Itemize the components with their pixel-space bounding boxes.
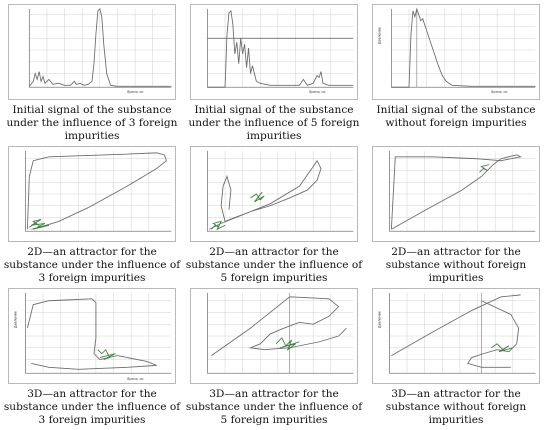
- attractor-cluster: [211, 191, 265, 231]
- attractor-3d-plot-3: Давление: [378, 292, 536, 374]
- axes: [389, 292, 536, 374]
- caption-3d-attractor-5-impurities: 3D—an attractor for the substance under …: [185, 388, 363, 426]
- axes: [207, 150, 354, 232]
- panel-3d-attractor-3-impurities: Давление Время, мс 3D—an attractor for t…: [4, 288, 180, 430]
- caption-initial-signal-3-impurities: Initial signal of the substance under th…: [6, 104, 178, 142]
- panel-3d-attractor-5-impurities: 3D—an attractor for the substance under …: [186, 288, 362, 430]
- trajectory-line: [26, 152, 167, 230]
- plot-initial-signal-no-impurities: Давление Время, мс: [372, 4, 540, 100]
- attractor-2d-plot-3: [389, 150, 536, 232]
- panel-2d-attractor-no-impurities: 2D—an attractor for the substance withou…: [372, 146, 540, 288]
- caption-3d-attractor-3-impurities: 3D—an attractor for the substance under …: [3, 388, 181, 426]
- x-axis-label: Время, мс: [127, 90, 144, 94]
- signal-line: [207, 9, 354, 88]
- plot-3d-attractor-3-impurities: Давление Время, мс: [8, 288, 176, 384]
- y-axis-label: Давление: [378, 27, 382, 44]
- panel-3d-attractor-no-impurities: Давление 3D—an attractor for the substan…: [372, 288, 540, 430]
- axes: [207, 292, 354, 374]
- y-axis-label: Давление: [378, 311, 382, 328]
- x-axis-label: Время, мс: [309, 90, 326, 94]
- grid: [207, 292, 354, 374]
- trajectory-line: [390, 154, 522, 230]
- signal-line: [391, 7, 536, 88]
- x-axis-label: Время, мс: [491, 90, 508, 94]
- caption-2d-attractor-no-impurities: 2D—an attractor for the substance withou…: [385, 246, 527, 284]
- attractor-2d-plot-1: [25, 150, 172, 232]
- attractor-cluster: [491, 343, 513, 353]
- grid: [29, 8, 172, 88]
- attractor-cluster: [275, 337, 300, 352]
- x-axis-label: Время, мс: [127, 377, 144, 381]
- caption-2d-attractor-3-impurities: 2D—an attractor for the substance under …: [3, 246, 181, 284]
- plot-initial-signal-5-impurities: Время, мс: [190, 4, 358, 100]
- grid: [391, 8, 536, 88]
- panel-initial-signal-3-impurities: Время, мс Initial signal of the substanc…: [6, 4, 178, 146]
- trajectory-line: [391, 294, 521, 368]
- signal-plot-3: Давление Время, мс: [378, 7, 536, 94]
- trajectory-line: [26, 298, 157, 370]
- signal-plot-1: Время, мс: [28, 8, 172, 94]
- grid: [25, 150, 172, 232]
- plot-2d-attractor-no-impurities: [372, 146, 540, 242]
- panel-initial-signal-5-impurities: Время, мс Initial signal of the substanc…: [188, 4, 360, 146]
- y-axis-label: Давление: [14, 311, 18, 328]
- axes: [390, 8, 536, 88]
- axes: [28, 8, 172, 88]
- axes: [207, 8, 354, 88]
- attractor-2d-plot-2: [207, 150, 354, 232]
- panel-2d-attractor-3-impurities: 2D—an attractor for the substance under …: [4, 146, 180, 288]
- trajectory-line: [209, 159, 322, 230]
- signal-line: [28, 8, 172, 87]
- axes: [25, 150, 172, 232]
- attractor-cluster: [97, 348, 116, 360]
- signal-plot-2: Время, мс: [207, 8, 354, 94]
- attractor-3d-plot-2: [207, 292, 354, 374]
- plot-initial-signal-3-impurities: Время, мс: [8, 4, 176, 100]
- grid: [389, 292, 536, 374]
- attractor-3d-plot-1: Давление Время, мс: [14, 292, 172, 381]
- plot-2d-attractor-5-impurities: [190, 146, 358, 242]
- grid: [207, 8, 354, 88]
- attractor-cluster: [479, 164, 490, 173]
- caption-3d-attractor-no-impurities: 3D—an attractor for the substance withou…: [385, 388, 527, 426]
- axes: [389, 150, 536, 232]
- trajectory-line: [211, 296, 347, 356]
- caption-initial-signal-5-impurities: Initial signal of the substance under th…: [188, 104, 360, 142]
- caption-2d-attractor-5-impurities: 2D—an attractor for the substance under …: [185, 246, 363, 284]
- plot-2d-attractor-3-impurities: [8, 146, 176, 242]
- axes: [25, 292, 172, 374]
- grid: [25, 292, 172, 374]
- panel-2d-attractor-5-impurities: 2D—an attractor for the substance under …: [186, 146, 362, 288]
- panel-initial-signal-no-impurities: Давление Время, мс Initial signal of the…: [372, 4, 540, 146]
- grid: [389, 150, 536, 232]
- plot-3d-attractor-no-impurities: Давление: [372, 288, 540, 384]
- grid: [207, 150, 354, 232]
- attractor-cluster: [29, 219, 50, 230]
- plot-3d-attractor-5-impurities: [190, 288, 358, 384]
- caption-initial-signal-no-impurities: Initial signal of the substance without …: [376, 104, 536, 129]
